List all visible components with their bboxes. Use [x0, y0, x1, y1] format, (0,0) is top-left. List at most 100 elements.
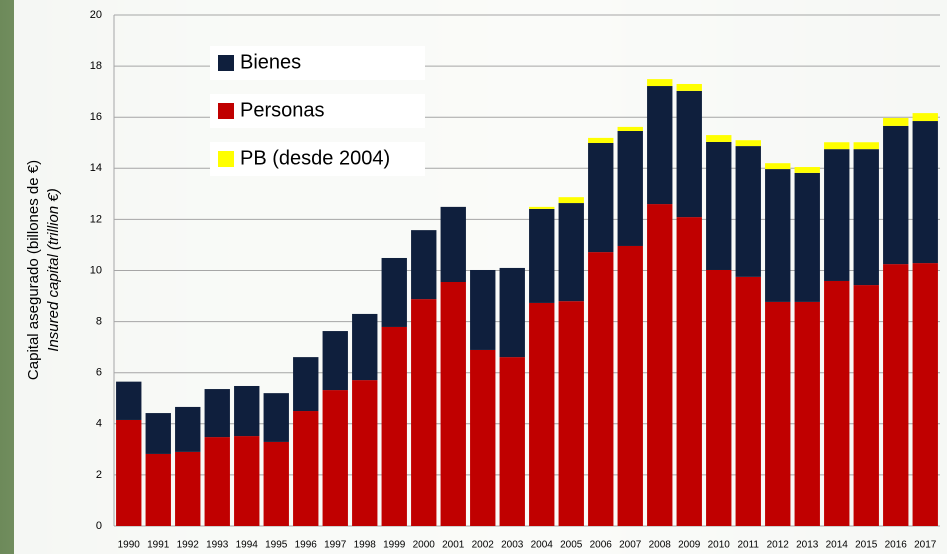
bar-segment	[706, 269, 732, 526]
x-tick-label: 2013	[796, 540, 819, 551]
bar-segment	[411, 230, 437, 300]
bar-segment	[381, 257, 407, 327]
bar-segment	[706, 135, 732, 142]
bar-segment	[588, 143, 614, 253]
y-tick-label: 6	[96, 367, 102, 379]
x-tick-label: 1993	[206, 540, 229, 551]
bar-segment	[765, 169, 791, 302]
bar-segment	[558, 203, 584, 302]
bar-segment	[234, 385, 260, 437]
bar-segment	[322, 390, 348, 526]
bar-segment	[912, 263, 938, 526]
bar-segment	[853, 142, 879, 150]
x-tick-label: 1991	[147, 540, 170, 551]
x-tick-label: 2006	[590, 540, 613, 551]
bar-segment	[204, 437, 230, 526]
legend-swatch	[218, 151, 234, 167]
y-tick-label: 20	[90, 9, 102, 21]
bar-segment	[794, 301, 820, 526]
x-tick-label: 2017	[914, 540, 937, 551]
bar-segment	[499, 357, 525, 526]
bar-segment	[293, 411, 319, 526]
y-tick-label: 16	[90, 111, 102, 123]
bar-segment	[883, 117, 909, 126]
x-tick-label: 2000	[413, 540, 436, 551]
x-tick-label: 2008	[649, 540, 672, 551]
bar-segment	[529, 208, 555, 303]
bar-segment	[735, 276, 761, 526]
y-tick-label: 12	[90, 213, 102, 225]
bar-segment	[824, 142, 850, 150]
bar-segment	[794, 167, 820, 173]
bar-segment	[558, 197, 584, 204]
y-tick-label: 8	[96, 316, 102, 328]
x-tick-label: 1998	[354, 540, 377, 551]
x-tick-label: 2002	[472, 540, 495, 551]
legend-label: Personas	[240, 99, 325, 121]
bar-segment	[883, 264, 909, 526]
bar-segment	[145, 453, 171, 526]
bar-segment	[735, 146, 761, 277]
x-tick-label: 1995	[265, 540, 288, 551]
x-tick-label: 2011	[737, 540, 759, 551]
bar-segment	[824, 280, 850, 526]
legend-background	[210, 142, 425, 176]
bar-segment	[263, 441, 289, 526]
bar-segment	[617, 126, 643, 131]
bar-segment	[765, 163, 791, 170]
legend-label: Bienes	[240, 51, 301, 73]
bar-segment	[647, 79, 673, 87]
bar-segment	[116, 419, 142, 526]
bar-segment	[204, 389, 230, 438]
y-tick-label: 14	[90, 162, 102, 174]
y-axis-label-english: Insured capital (trillion €)	[45, 188, 62, 351]
bar-segment	[293, 357, 319, 412]
y-tick-label: 2	[96, 469, 102, 481]
x-tick-label: 2014	[826, 540, 849, 551]
bar-segment	[794, 172, 820, 302]
bar-segment	[706, 141, 732, 270]
x-tick-label: 2012	[767, 540, 790, 551]
bar-segment	[558, 301, 584, 526]
legend-swatch	[218, 55, 234, 71]
bar-segment	[440, 281, 466, 526]
y-axis-label: Capital asegurado (billones de €)	[25, 160, 42, 380]
bar-segment	[381, 326, 407, 526]
bar-segment	[883, 125, 909, 265]
bar-segment	[411, 299, 437, 526]
y-tick-label: 18	[90, 60, 102, 72]
x-tick-label: 1992	[177, 540, 200, 551]
bar-segment	[116, 381, 142, 420]
bar-segment	[322, 331, 348, 391]
bar-segment	[912, 113, 938, 122]
legend-label: PB (desde 2004)	[240, 147, 390, 169]
bar-segment	[765, 301, 791, 526]
bar-segment	[647, 86, 673, 205]
bar-segment	[263, 393, 289, 442]
bar-segment	[676, 217, 702, 526]
bar-segment	[617, 245, 643, 527]
x-tick-label: 1990	[118, 540, 141, 551]
bar-segment	[175, 451, 201, 526]
x-tick-label: 1997	[324, 540, 347, 551]
x-tick-label: 1999	[383, 540, 406, 551]
x-tick-label: 2009	[678, 540, 701, 551]
bar-segment	[470, 349, 496, 526]
x-tick-label: 2015	[855, 540, 878, 551]
legend-background	[210, 46, 425, 80]
bar-segment	[470, 269, 496, 350]
bar-segment	[529, 206, 555, 209]
x-tick-label: 2003	[501, 540, 524, 551]
bar-segment	[676, 83, 702, 91]
x-tick-label: 2004	[531, 540, 554, 551]
x-tick-label: 2016	[885, 540, 908, 551]
bar-segment	[853, 149, 879, 286]
y-tick-label: 10	[90, 264, 102, 276]
x-tick-label: 1996	[295, 540, 318, 551]
bar-segment	[853, 285, 879, 526]
bar-segment	[145, 413, 171, 454]
bar-segment	[529, 302, 555, 526]
y-tick-label: 0	[96, 520, 102, 532]
bar-segment	[234, 436, 260, 526]
